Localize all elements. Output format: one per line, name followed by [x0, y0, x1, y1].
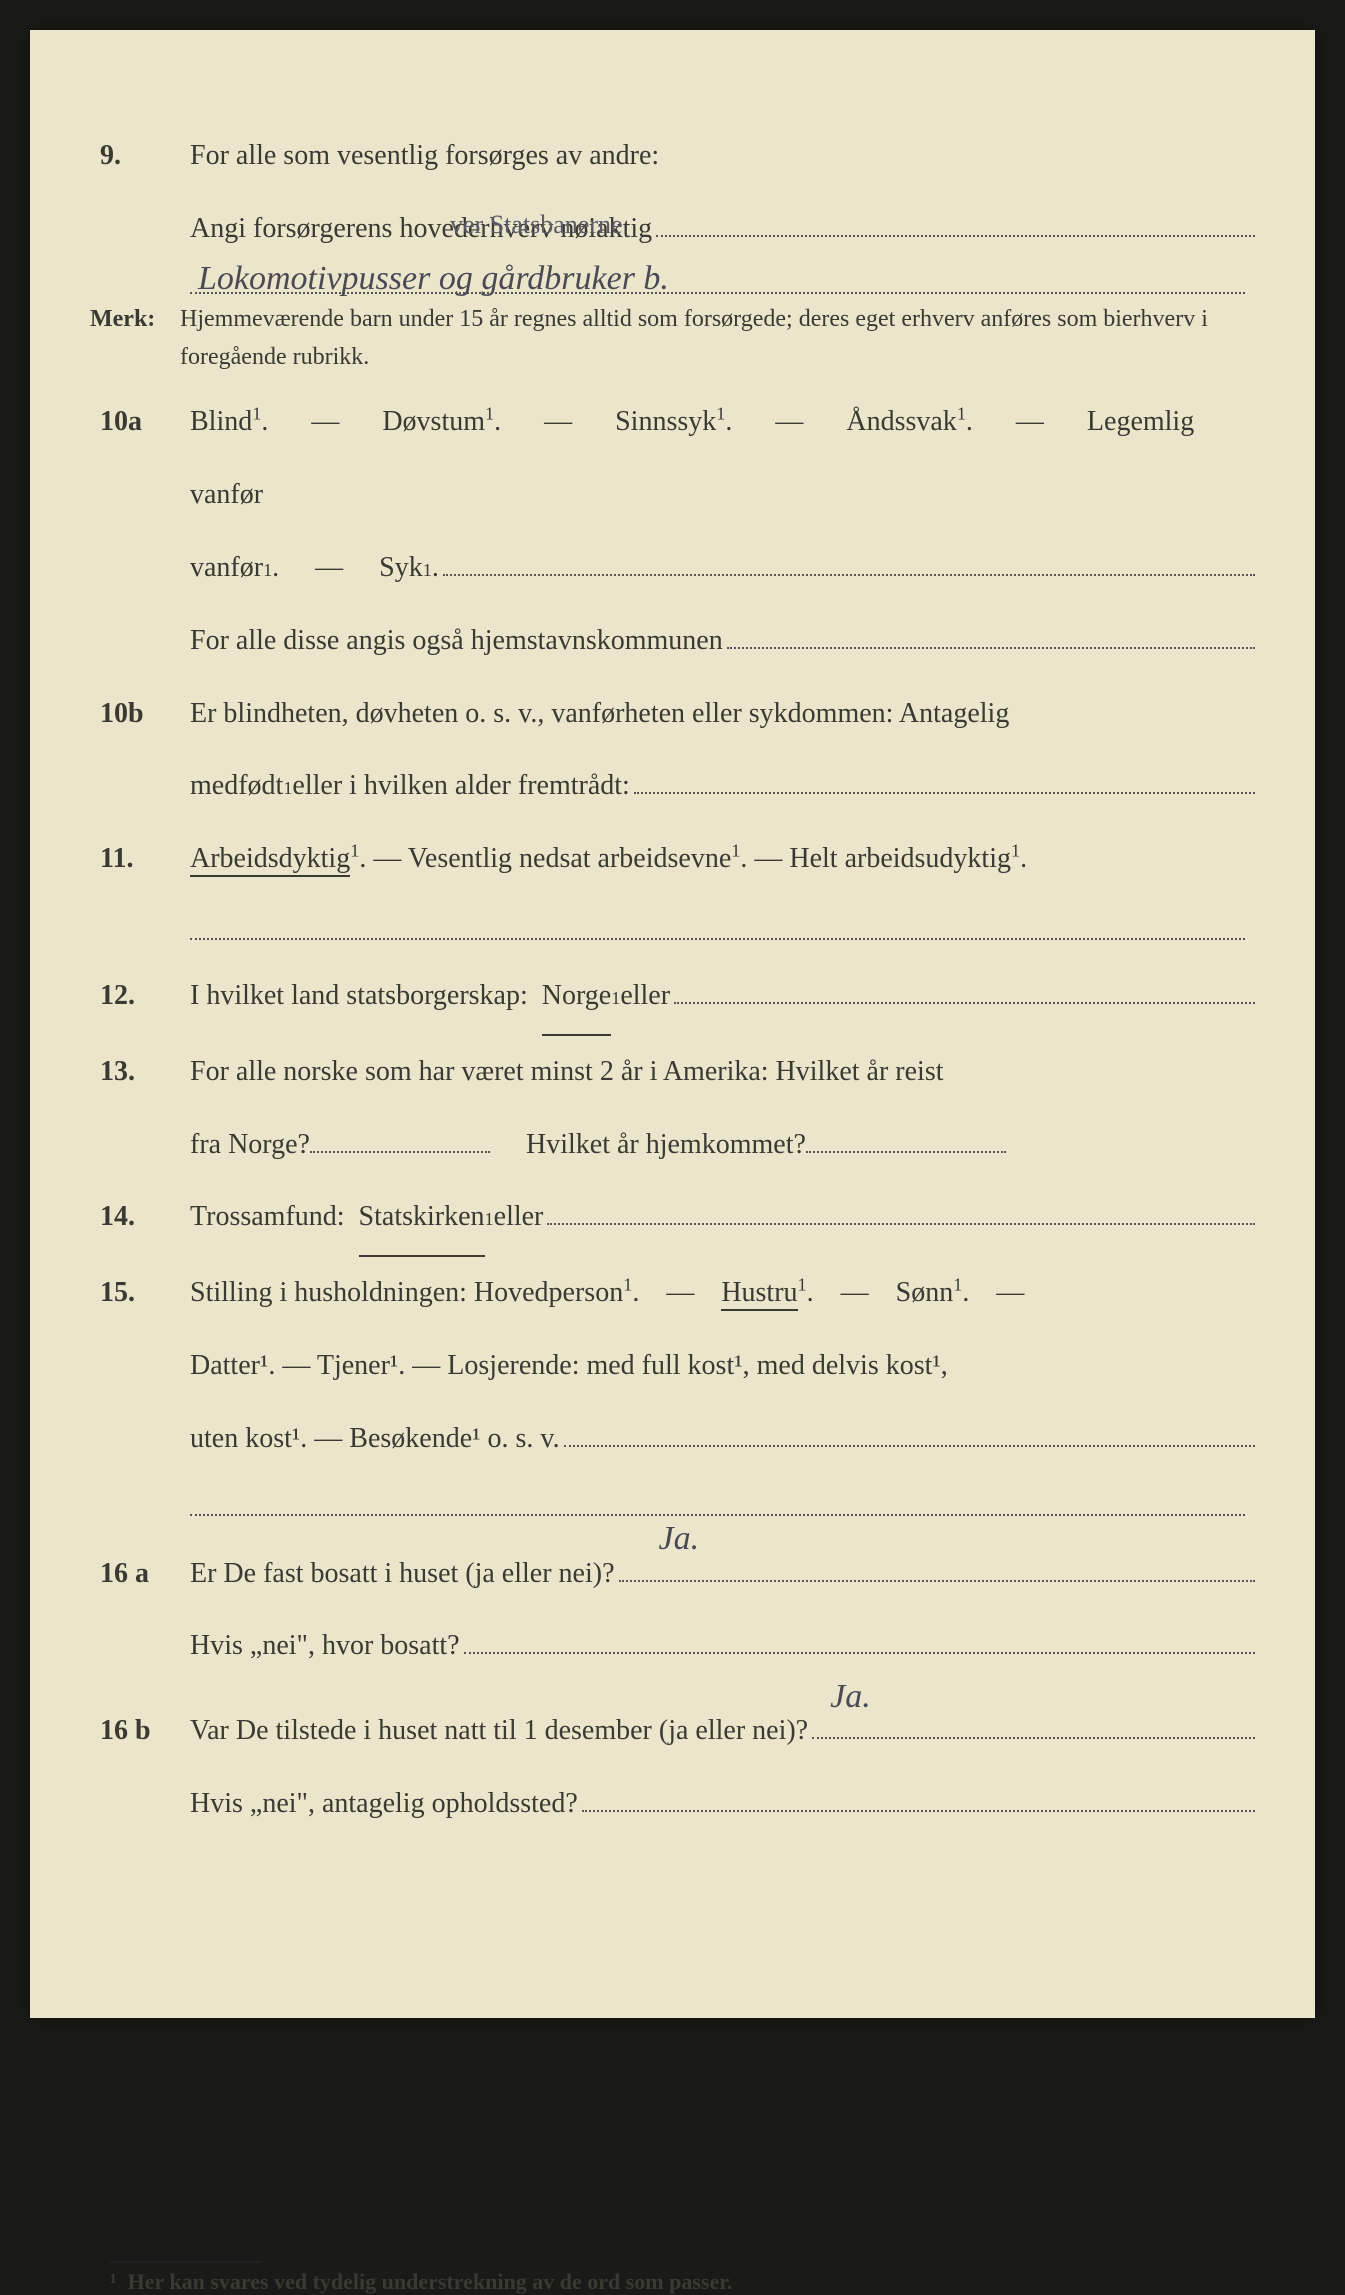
merk-label: Merk: — [90, 300, 180, 338]
q13-line1: For alle norske som har været minst 2 år… — [190, 1036, 1255, 1109]
q16a-blank1[interactable]: Ja. — [619, 1554, 1256, 1581]
q9-row2: Angi forsørgerens hovederhverv nøiaktig … — [90, 193, 1255, 266]
q13-row1: 13. For alle norske som har været minst … — [90, 1036, 1255, 1109]
q15-blank[interactable] — [564, 1420, 1255, 1447]
q12-num: 12. — [90, 960, 190, 1033]
q16b-blank1[interactable]: Ja. — [812, 1712, 1255, 1739]
q13-blank1[interactable] — [310, 1123, 490, 1153]
q15-hustru: Hustru — [721, 1277, 797, 1311]
q12-norge: Norge — [542, 960, 611, 1036]
q9-num: 9. — [90, 120, 190, 193]
q11-blank[interactable] — [190, 906, 1245, 940]
q15-line3: uten kost¹. — Besøkende¹ o. s. v. — [190, 1403, 560, 1476]
q9-blank1[interactable] — [656, 210, 1255, 237]
q11-row: 11. Arbeidsdyktig1. — Vesentlig nedsat a… — [90, 823, 1255, 896]
q10a-row3: For alle disse angis også hjemstavnskomm… — [90, 605, 1255, 678]
q15-blank2[interactable] — [190, 1482, 1245, 1516]
q10b-blank[interactable] — [634, 767, 1255, 794]
footnote: ¹ Her kan svares ved tydelig understrekn… — [110, 2263, 1255, 2295]
q10a-options-line2: vanfør1. — Syk1. — [190, 532, 1255, 605]
q13-row2: fra Norge? Hvilket år hjemkommet? — [90, 1109, 1255, 1182]
q9-line1: For alle som vesentlig forsørges av andr… — [190, 120, 1255, 193]
q9-handwriting-main: Lokomotivpusser og gårdbruker b. — [198, 260, 669, 298]
q16a-row2: Hvis „nei", hvor bosatt? — [90, 1610, 1255, 1683]
q16b-row1: 16 b Var De tilstede i huset natt til 1 … — [90, 1695, 1255, 1768]
q10a-options-line1: Blind1. — Døvstum1. — Sinnssyk1. — Åndss… — [190, 386, 1255, 532]
q16b-q2: Hvis „nei", antagelig opholdssted? — [190, 1768, 578, 1841]
q15-line2: Datter¹. — Tjener¹. — Losjerende: med fu… — [190, 1330, 1255, 1403]
q10a-opt-blind: Blind — [190, 406, 252, 437]
q16a-answer: Ja. — [659, 1495, 700, 1583]
q13-hjemkommet: Hvilket år hjemkommet? — [526, 1109, 806, 1182]
q10a-num: 10a — [90, 386, 190, 459]
q14-pre: Trossamfund: — [190, 1181, 345, 1254]
q9-blank2[interactable]: Lokomotivpusser og gårdbruker b. — [190, 260, 1245, 294]
q14-post: eller — [494, 1181, 544, 1254]
q10b-num: 10b — [90, 678, 190, 751]
q14-blank[interactable] — [547, 1198, 1255, 1225]
merk-row: Merk: Hjemmeværende barn under 15 år reg… — [90, 300, 1255, 377]
q16b-q1: Var De tilstede i huset natt til 1 desem… — [190, 1695, 808, 1768]
q10b-row2: medfødt1 eller i hvilken alder fremtrådt… — [90, 750, 1255, 823]
q10a-blank[interactable] — [443, 549, 1255, 576]
q9-line2: Angi forsørgerens hovederhverv nøiaktig … — [190, 193, 1255, 266]
q16a-num: 16 a — [90, 1538, 190, 1611]
q16b-num: 16 b — [90, 1695, 190, 1768]
q14-num: 14. — [90, 1181, 190, 1254]
q10a-opt-dovstum: Døvstum — [382, 406, 485, 437]
footnote-text: Her kan svares ved tydelig understreknin… — [128, 2269, 733, 2294]
q16a-blank2[interactable] — [464, 1627, 1255, 1654]
q13-blank2[interactable] — [806, 1123, 1006, 1153]
q9-handwriting-above: ver Statsbanerne — [450, 191, 623, 259]
q16b-blank2[interactable] — [582, 1785, 1255, 1812]
q13-num: 13. — [90, 1036, 190, 1109]
q16a-row1: 16 a Er De fast bosatt i huset (ja eller… — [90, 1538, 1255, 1611]
q11-opt1: Arbeidsdyktig — [190, 843, 350, 877]
q10b-medfodt: medfødt — [190, 750, 283, 823]
q16a-q2: Hvis „nei", hvor bosatt? — [190, 1610, 460, 1683]
q11-num: 11. — [90, 823, 190, 896]
q15-pre: Stilling i husholdningen: Hovedperson — [190, 1277, 623, 1308]
q15-row3: uten kost¹. — Besøkende¹ o. s. v. — [90, 1403, 1255, 1476]
q15-num: 15. — [90, 1257, 190, 1330]
q10b-text1: Er blindheten, døvheten o. s. v., vanfør… — [190, 678, 1255, 751]
q10a-opt-syk: Syk — [379, 532, 423, 605]
q14-row: 14. Trossamfund: Statskirken1 eller — [90, 1181, 1255, 1257]
footnote-marker: ¹ — [110, 2269, 117, 2294]
q12-pre: I hvilket land statsborgerskap: — [190, 960, 528, 1033]
q10a-opt-andssvak: Åndssvak — [846, 406, 956, 437]
q13-fra-norge: fra Norge? — [190, 1109, 310, 1182]
census-form-page: 9. For alle som vesentlig forsørges av a… — [30, 30, 1315, 2018]
q12-row: 12. I hvilket land statsborgerskap: Norg… — [90, 960, 1255, 1036]
q12-blank[interactable] — [674, 977, 1255, 1004]
q10a-blank2[interactable] — [727, 622, 1255, 649]
q15-sonn: Sønn — [896, 1277, 954, 1308]
q10b-row1: 10b Er blindheten, døvheten o. s. v., va… — [90, 678, 1255, 751]
q15-row2: Datter¹. — Tjener¹. — Losjerende: med fu… — [90, 1330, 1255, 1403]
q10a-row2: vanfør1. — Syk1. — [90, 532, 1255, 605]
q10a-opt-vanfor: vanfør — [190, 532, 263, 605]
q14-statskirken: Statskirken — [359, 1181, 485, 1257]
q10a-line3: For alle disse angis også hjemstavnskomm… — [190, 605, 723, 678]
q12-post: eller — [620, 960, 670, 1033]
q10b-post: eller i hvilken alder fremtrådt: — [292, 750, 629, 823]
q16b-answer: Ja. — [830, 1653, 871, 1741]
q16b-row2: Hvis „nei", antagelig opholdssted? — [90, 1768, 1255, 1841]
q16a-q1: Er De fast bosatt i huset (ja eller nei)… — [190, 1538, 615, 1611]
q11-opt3: — Helt arbeidsudyktig — [754, 843, 1011, 874]
merk-text: Hjemmeværende barn under 15 år regnes al… — [180, 300, 1255, 377]
q10a-opt-sinnssyk: Sinnssyk — [615, 406, 716, 437]
q11-mid: — Vesentlig nedsat arbeidsevne — [373, 843, 731, 874]
q10a-row1: 10a Blind1. — Døvstum1. — Sinnssyk1. — Å… — [90, 386, 1255, 532]
q15-row1: 15. Stilling i husholdningen: Hovedperso… — [90, 1257, 1255, 1330]
q9-row1: 9. For alle som vesentlig forsørges av a… — [90, 120, 1255, 193]
